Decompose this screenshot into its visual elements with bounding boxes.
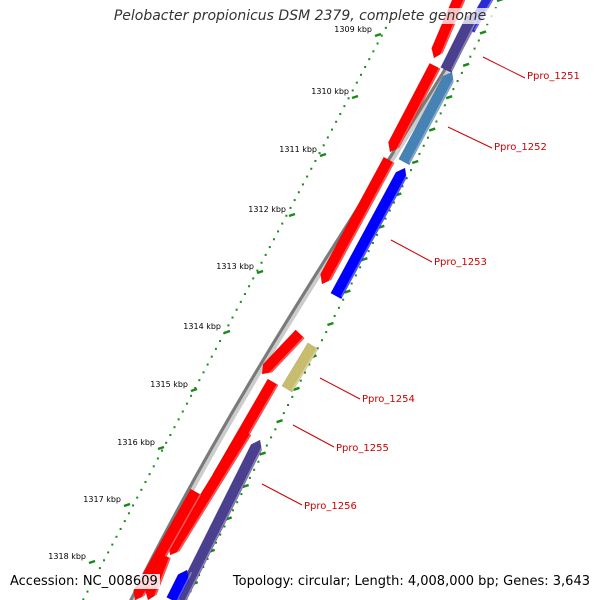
kbp-tick-label: 1315 kbp [150, 380, 188, 389]
kbp-labels: 1309 kbp 1310 kbp 1311 kbp 1312 kbp 1313 kbp… [48, 25, 372, 561]
kbp-tick-label: 1314 kbp [183, 322, 221, 331]
kbp-tick-label: 1316 kbp [117, 438, 155, 447]
kbp-tick-label: 1311 kbp [279, 145, 317, 154]
label-leader-line [261, 483, 303, 506]
accession-text: Accession: NC_008609 [8, 574, 160, 589]
label-leader-line [292, 424, 335, 448]
gene-label: Ppro_1251 [527, 71, 580, 82]
inner-tick-track [82, 19, 391, 600]
reverse-gene-arrow [330, 167, 411, 300]
gene-labels: Ppro_1251 Ppro_1252 Ppro_1253 Ppro_1254 Ppro… [304, 71, 580, 512]
kbp-tick-label: 1313 kbp [216, 262, 254, 271]
forward-gene-arrow [388, 62, 441, 153]
gene-label: Ppro_1253 [434, 257, 487, 268]
kbp-tick-label: 1318 kbp [48, 552, 86, 561]
gene-label-leaders [261, 56, 526, 506]
gene-label: Ppro_1256 [304, 501, 357, 512]
forward-gene-arrow [320, 156, 395, 285]
gene-label: Ppro_1254 [362, 394, 415, 405]
kbp-tick-label: 1310 kbp [311, 87, 349, 96]
gene-label: Ppro_1255 [336, 443, 389, 454]
label-leader-line [447, 126, 493, 149]
reverse-gene-arrow [166, 569, 193, 600]
forward-gene-arrow [261, 329, 305, 377]
reverse-strand-genes [166, 0, 497, 600]
reverse-gene-arrow [398, 71, 458, 166]
gene-label: Ppro_1252 [494, 142, 547, 153]
reverse-gene-arrow [174, 439, 266, 600]
kbp-tick-label: 1317 kbp [83, 495, 121, 504]
forward-strand-genes [133, 0, 468, 600]
label-leader-line [482, 56, 526, 79]
kbp-tick-label: 1309 kbp [334, 25, 372, 34]
label-leader-line [319, 377, 361, 400]
kbp-tick-label: 1312 kbp [248, 205, 286, 214]
label-leader-line [390, 239, 433, 263]
genome-summary-text: Topology: circular; Length: 4,008,000 bp… [230, 574, 592, 589]
map-title: Pelobacter propionicus DSM 2379, complet… [0, 8, 600, 24]
reverse-gene-arrow [281, 342, 319, 393]
